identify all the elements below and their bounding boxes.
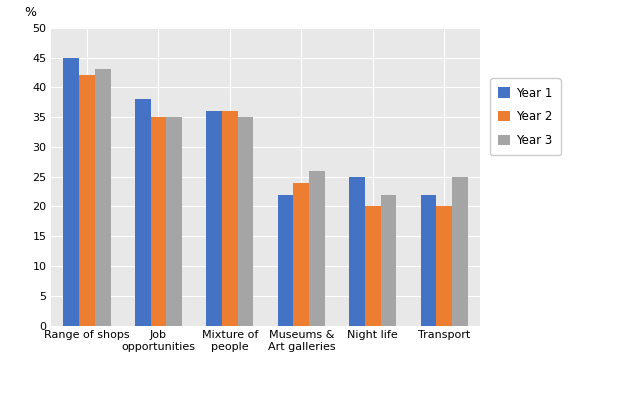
Bar — [452, 177, 468, 326]
Bar — [294, 183, 309, 326]
Bar — [309, 171, 325, 326]
Bar — [420, 195, 436, 326]
Bar — [278, 195, 294, 326]
Legend: Year 1, Year 2, Year 3: Year 1, Year 2, Year 3 — [490, 78, 561, 155]
Bar — [365, 206, 381, 326]
Bar — [381, 195, 396, 326]
Bar — [95, 69, 111, 326]
Bar — [206, 111, 222, 326]
Y-axis label: %: % — [24, 6, 36, 19]
Bar — [222, 111, 237, 326]
Bar — [135, 99, 150, 326]
Bar — [166, 117, 182, 326]
Bar — [237, 117, 253, 326]
Bar — [79, 75, 95, 326]
Bar — [150, 117, 166, 326]
Bar — [63, 58, 79, 326]
Bar — [349, 177, 365, 326]
Bar — [436, 206, 452, 326]
